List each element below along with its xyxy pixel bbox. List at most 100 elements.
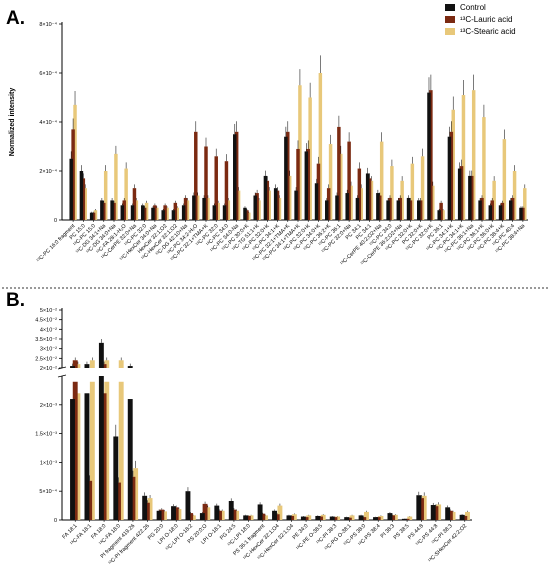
panel-a-ytick-label: 6×10⁻⁴ — [39, 70, 57, 77]
panel-a-bar-lauric — [204, 146, 208, 220]
panel-a-bar-stearic — [206, 197, 210, 220]
panel-a-bar-lauric — [347, 141, 351, 220]
panel-b-bar-lauric — [173, 507, 179, 520]
panel-b-bar-stearic — [320, 514, 326, 520]
panel-a-bar-control — [304, 151, 309, 220]
panel-b-bar-control — [401, 518, 407, 520]
panel-a-bar-lauric — [71, 129, 75, 220]
panel-b-label: B. — [6, 290, 25, 311]
panel-a-bar-stearic — [431, 185, 435, 220]
panel-b-bar-lauric — [245, 515, 251, 520]
panel-a-bar-control — [263, 175, 268, 220]
panel-b-ytick-label-upper: 2×10⁻² — [40, 366, 57, 372]
panel-a-bar-lauric — [112, 202, 116, 220]
panel-b-bar-control — [142, 495, 148, 520]
panel-b-bar-stearic — [176, 509, 182, 520]
panel-b-bar-control — [358, 515, 364, 520]
panel-b-bar-lauric — [87, 480, 93, 520]
panel-a-bar-control — [325, 200, 329, 220]
panel-b-bar-stearic — [162, 511, 167, 520]
panel-b-bar-lauric — [101, 393, 107, 520]
panel-b-bar-stearic — [219, 510, 225, 520]
panel-a-bar-stearic — [93, 210, 98, 220]
axis-break-band — [58, 369, 474, 375]
panel-b-bar-stearic — [75, 393, 81, 520]
panel-a-bar-control — [233, 134, 237, 220]
panel-a-bar-control — [447, 136, 452, 220]
panel-a-bar-lauric — [480, 197, 484, 220]
panel-b-ytick-label-upper: 3.5×10⁻² — [35, 337, 57, 343]
panel-b-bar-control — [430, 505, 436, 520]
panel-a-bar-control — [314, 183, 319, 220]
panel-a-bar-stearic — [502, 139, 507, 220]
panel-a-bar-control — [457, 168, 462, 220]
panel-b-bar-stearic — [89, 381, 95, 520]
panel-b-bar-control — [416, 495, 422, 520]
panel-b-bar-control — [70, 399, 75, 520]
panel-b-bar-lauric — [318, 516, 323, 520]
panel-a-bar-stearic — [277, 197, 282, 220]
panel-b-bar-upper-lauric — [101, 364, 107, 368]
panel-a-bar-lauric — [81, 178, 86, 220]
panel-a-bar-stearic — [318, 73, 323, 220]
panel-b-bar-lauric — [260, 513, 266, 520]
panel-b-bar-lauric — [231, 509, 237, 520]
panel-a-bar-control — [171, 210, 176, 220]
panel-a-bar-stearic — [247, 212, 251, 220]
panel-a-bar-control — [396, 200, 401, 220]
panel-b-bar-control — [243, 515, 249, 520]
panel-b-bar-lauric — [447, 510, 453, 520]
panel-b-bar-control — [113, 436, 119, 520]
panel-a-bar-lauric — [490, 200, 494, 220]
panel-b-ytick-label-lower: 0 — [54, 518, 57, 524]
panel-a-bar-lauric — [245, 210, 249, 220]
panel-b-bar-lauric — [144, 502, 150, 520]
panel-a-bar-lauric — [470, 175, 474, 220]
panel-a-bar-lauric — [255, 193, 259, 220]
panel-a-bar-control — [243, 207, 247, 220]
axis-break-mark — [57, 374, 67, 378]
panel-a-bar-lauric — [234, 131, 239, 220]
panel-a-bar-lauric — [398, 197, 402, 220]
panel-a-bar-stearic — [257, 200, 261, 220]
panel-a-bar-lauric — [378, 195, 382, 220]
panel-b-bar-control — [272, 510, 277, 520]
panel-a-bar-control — [100, 200, 104, 220]
panel-a-bar-stearic — [410, 163, 415, 220]
legend-swatch-lauric — [445, 16, 455, 23]
panel-a-bar-control — [355, 197, 360, 220]
panel-b-ytick-label-lower: 5×10⁻⁴ — [39, 488, 57, 495]
panel-b-bar-control — [185, 491, 191, 520]
panel-b-bar-lauric — [72, 381, 78, 520]
panel-a-bar-stearic — [379, 141, 384, 220]
panel-b-bar-lauric — [188, 513, 194, 520]
panel-a-bar-lauric — [388, 197, 392, 220]
panel-a-bar-control — [120, 205, 125, 220]
panel-b-bar-control — [286, 515, 292, 520]
panel-a-ylabel: Normalized intensity — [9, 88, 16, 157]
panel-a-ytick-label: 4×10⁻⁴ — [39, 119, 57, 126]
panel-a-bar-control — [284, 136, 288, 220]
panel-a-bar-stearic — [226, 200, 231, 220]
panel-a-bar-stearic — [339, 153, 343, 220]
panel-a-bar-stearic — [73, 104, 77, 220]
panel-a-bar-control — [376, 193, 380, 220]
panel-a-bar-lauric — [367, 178, 372, 220]
panel-b-bar-lauric — [159, 509, 165, 520]
panel-a-bar-lauric — [418, 200, 423, 220]
panel-b-bar-stearic — [205, 507, 211, 520]
panel-b-ytick-label-lower: 2×10⁻³ — [40, 403, 57, 409]
panel-b-bar-stearic — [465, 511, 470, 520]
panel-b-bar-lauric — [390, 515, 396, 520]
panel-b-bar-lauric — [361, 517, 367, 520]
panel-b-bar-stearic — [248, 515, 254, 520]
panel-a-bar-stearic — [267, 190, 271, 220]
panel-b-bar-control — [329, 516, 335, 520]
panel-a-bar-stearic — [195, 195, 200, 220]
panel-a-bar-lauric — [459, 166, 464, 220]
panel-b-bar-upper-control — [98, 342, 104, 368]
panel-a-bar-stearic — [216, 202, 220, 220]
panel-b-bar-upper-stearic — [104, 360, 110, 368]
